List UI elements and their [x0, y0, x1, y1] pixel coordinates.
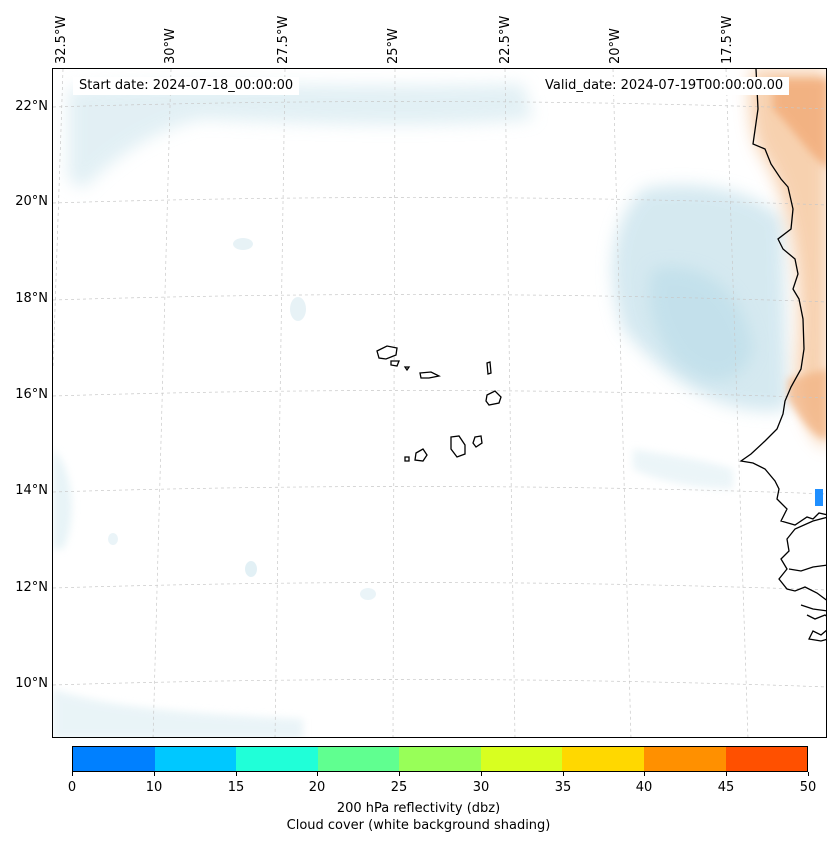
colorbar-segment — [154, 747, 237, 771]
colorbar-tick — [72, 772, 73, 776]
colorbar-segment — [562, 747, 644, 771]
lat-label: 14°N — [15, 483, 48, 498]
colorbar-segment — [73, 747, 155, 771]
reflectivity-echo — [815, 489, 823, 506]
colorbar-segment — [480, 747, 563, 771]
colorbar-tick — [644, 772, 645, 776]
coastline — [739, 69, 826, 642]
colorbar-tick-label: 45 — [717, 780, 735, 795]
lat-label: 20°N — [15, 194, 48, 209]
colorbar-tick — [317, 772, 318, 776]
valid-date-label: Valid_date: 2024-07-19T00:00:00.00 — [539, 77, 790, 95]
colorbar-segment — [725, 747, 808, 771]
lon-label: 32.5°W — [54, 15, 69, 64]
lon-label: 20°W — [608, 28, 623, 64]
colorbar-tick — [481, 772, 482, 776]
lat-label: 18°N — [15, 291, 48, 306]
lon-label: 17.5°W — [720, 15, 735, 64]
colorbar-tick-label: 30 — [472, 780, 490, 795]
cape-verde-islands — [376, 345, 502, 462]
land-shading — [749, 69, 826, 448]
lat-label: 22°N — [15, 99, 48, 114]
colorbar-sublabel: Cloud cover (white background shading) — [286, 818, 551, 833]
lon-label: 25°W — [386, 28, 401, 64]
colorbar-tick-label: 25 — [390, 780, 408, 795]
map-panel[interactable] — [52, 68, 827, 738]
colorbar-tick-label: 50 — [799, 780, 817, 795]
colorbar-tick — [399, 772, 400, 776]
map-canvas — [53, 69, 826, 737]
colorbar-segment — [399, 747, 481, 771]
colorbar-tick-label: 10 — [145, 780, 163, 795]
colorbar-tick-label: 15 — [227, 780, 245, 795]
colorbar-segment — [317, 747, 400, 771]
colorbar-label: 200 hPa reflectivity (dbz) — [336, 801, 501, 816]
colorbar-segment — [236, 747, 318, 771]
lat-label: 12°N — [15, 580, 48, 595]
cloud-cover-shading — [53, 84, 788, 737]
colorbar-tick — [154, 772, 155, 776]
colorbar-tick — [808, 772, 809, 776]
colorbar-tick — [726, 772, 727, 776]
colorbar-segment — [643, 747, 726, 771]
graticule — [53, 69, 826, 737]
colorbar-tick — [563, 772, 564, 776]
lon-label: 27.5°W — [276, 15, 291, 64]
lon-label: 30°W — [163, 28, 178, 64]
start-date-label: Start date: 2024-07-18_00:00:00 — [73, 77, 300, 95]
colorbar-tick — [236, 772, 237, 776]
lat-label: 10°N — [15, 676, 48, 691]
colorbar-tick-label: 20 — [308, 780, 326, 795]
lat-label: 16°N — [15, 387, 48, 402]
colorbar — [72, 746, 808, 772]
colorbar-tick-label: 40 — [635, 780, 653, 795]
colorbar-tick-label: 0 — [67, 780, 77, 795]
colorbar-tick-label: 35 — [554, 780, 572, 795]
lon-label: 22.5°W — [498, 15, 513, 64]
